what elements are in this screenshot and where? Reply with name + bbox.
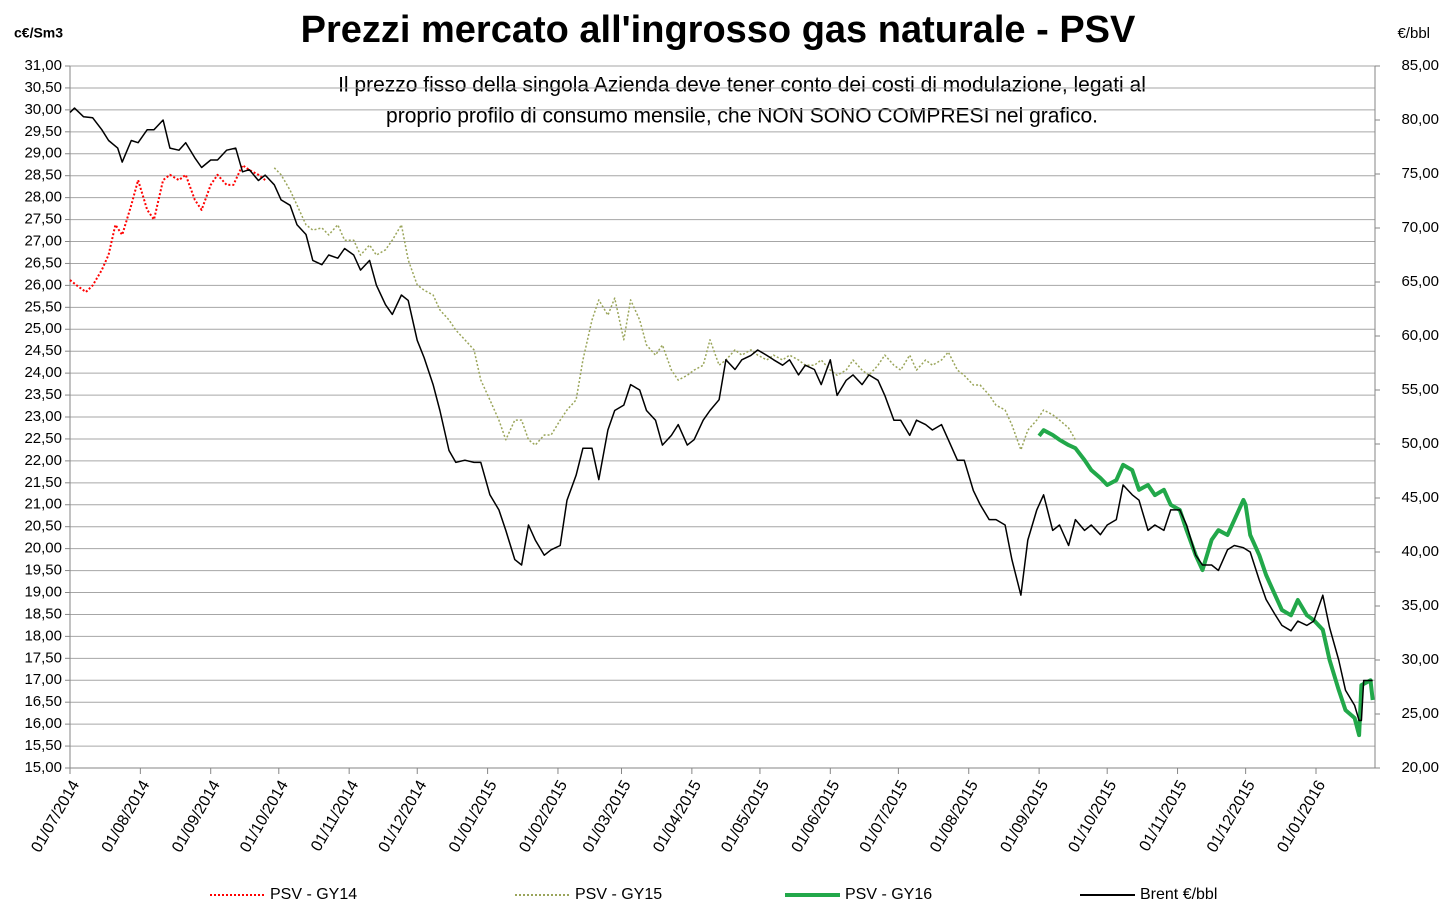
x-tick-label: 01/04/2015: [650, 778, 705, 856]
y2-tick-label: 80,00: [1401, 111, 1439, 128]
y2-tick-label: 20,00: [1401, 759, 1439, 776]
y-tick-label: 25,00: [24, 320, 62, 337]
x-tick-label: 01/02/2015: [516, 778, 571, 856]
x-tick-label: 01/09/2015: [997, 778, 1052, 856]
y-tick-label: 24,50: [24, 342, 62, 359]
y2-tick-label: 35,00: [1401, 597, 1439, 614]
y-tick-label: 21,50: [24, 474, 62, 491]
y-tick-label: 22,50: [24, 430, 62, 447]
y-tick-label: 17,50: [24, 649, 62, 666]
y-tick-label: 26,00: [24, 276, 62, 293]
y-tick-label: 19,00: [24, 583, 62, 600]
x-tick-label: 01/01/2016: [1274, 778, 1329, 856]
series-line: [1037, 428, 1375, 738]
y-tick-label: 19,50: [24, 562, 62, 579]
y2-tick-label: 55,00: [1401, 381, 1439, 398]
y-tick-label: 22,00: [24, 452, 62, 469]
x-tick-label: 01/06/2015: [789, 778, 844, 856]
x-tick-label: 01/12/2015: [1204, 778, 1259, 856]
y2-axis-label: €/bbl: [1397, 25, 1430, 42]
y-tick-label: 29,00: [24, 145, 62, 162]
y-tick-label: 31,00: [24, 57, 62, 74]
y-tick-label: 27,00: [24, 232, 62, 249]
y-tick-label: 16,50: [24, 693, 62, 710]
x-tick-label: 01/12/2014: [376, 778, 431, 856]
y-tick-label: 21,00: [24, 496, 62, 513]
legend-label: PSV - GY15: [575, 886, 662, 903]
legend-label: PSV - GY16: [845, 886, 932, 903]
y-tick-label: 26,50: [24, 254, 62, 271]
x-tick-label: 01/08/2015: [927, 778, 982, 856]
x-tick-label: 01/11/2014: [308, 778, 362, 855]
y2-tick-label: 85,00: [1401, 57, 1439, 74]
y-tick-label: 18,50: [24, 605, 62, 622]
series-line: [273, 167, 1077, 451]
y-tick-label: 29,50: [24, 123, 62, 140]
y-tick-label: 18,00: [24, 627, 62, 644]
y-tick-label: 25,50: [24, 298, 62, 315]
y-tick-label: 20,50: [24, 518, 62, 535]
x-tick-label: 01/01/2015: [446, 778, 501, 856]
series-line: [69, 164, 266, 293]
y2-tick-label: 25,00: [1401, 705, 1439, 722]
x-tick-label: 01/11/2015: [1136, 778, 1190, 855]
y-tick-label: 28,50: [24, 167, 62, 184]
y-tick-label: 24,00: [24, 364, 62, 381]
y-tick-label: 17,00: [24, 671, 62, 688]
y-tick-label: 30,00: [24, 101, 62, 118]
x-tick-label: 01/09/2014: [169, 778, 224, 856]
x-tick-label: 01/10/2015: [1066, 778, 1121, 856]
y2-tick-label: 75,00: [1401, 165, 1439, 182]
annotation: proprio profilo di consumo mensile, che …: [386, 105, 1098, 128]
chart-title: Prezzi mercato all'ingrosso gas naturale…: [301, 9, 1136, 51]
y-tick-label: 16,00: [24, 715, 62, 732]
y2-tick-label: 65,00: [1401, 273, 1439, 290]
x-tick-label: 01/10/2014: [237, 778, 292, 856]
y-axis-label: c€/Sm3: [14, 25, 63, 41]
series-line: [69, 107, 1373, 722]
y-tick-label: 20,00: [24, 540, 62, 557]
y-tick-label: 15,50: [24, 737, 62, 754]
x-tick-label: 01/07/2014: [28, 778, 83, 856]
legend-label: Brent €/bbl: [1140, 886, 1217, 903]
y-tick-label: 27,50: [24, 211, 62, 228]
y-tick-label: 15,00: [24, 759, 62, 776]
y2-tick-label: 30,00: [1401, 651, 1439, 668]
y2-tick-label: 70,00: [1401, 219, 1439, 236]
y-tick-label: 28,00: [24, 189, 62, 206]
y2-tick-label: 40,00: [1401, 543, 1439, 560]
x-tick-label: 01/03/2015: [580, 778, 635, 856]
y-tick-label: 23,00: [24, 408, 62, 425]
y-tick-label: 30,50: [24, 79, 62, 96]
x-tick-label: 01/05/2015: [718, 778, 773, 856]
y2-tick-label: 60,00: [1401, 327, 1439, 344]
x-tick-label: 01/07/2015: [857, 778, 912, 856]
y2-tick-label: 45,00: [1401, 489, 1439, 506]
legend-label: PSV - GY14: [270, 886, 357, 903]
y-tick-label: 23,50: [24, 386, 62, 403]
y2-tick-label: 50,00: [1401, 435, 1439, 452]
x-tick-label: 01/08/2014: [99, 778, 154, 856]
annotation: Il prezzo fisso della singola Azienda de…: [338, 74, 1146, 97]
